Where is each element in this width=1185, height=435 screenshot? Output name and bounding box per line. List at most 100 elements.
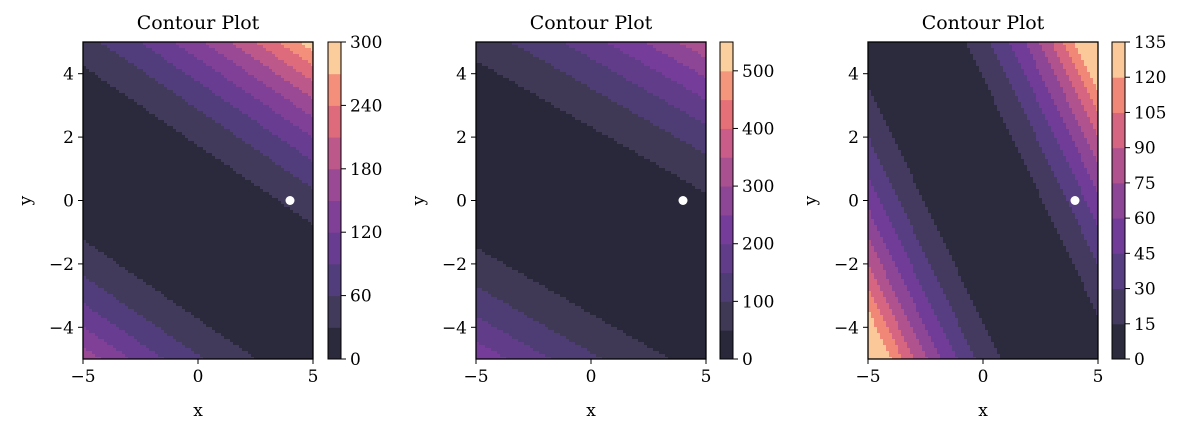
colorbar-band (720, 186, 733, 216)
colorbar-tick-label: 300 (350, 33, 382, 53)
colorbar-band (328, 263, 341, 297)
contour-panel-3: Contour Plot −5 0 5 −4 −2 0 2 4 x y 0 15 30 45 60 75 90 10… (801, 12, 1166, 421)
colorbar-tick-label: 30 (1134, 280, 1156, 300)
colorbar-band (328, 200, 341, 233)
y-tick-label: −2 (49, 255, 74, 275)
colorbar-band (720, 214, 733, 245)
y-tick-label: 4 (456, 65, 467, 85)
x-tick-label: −5 (855, 367, 880, 387)
contour-panel-1: Contour Plot −5 0 5 −4 −2 0 2 4 x y 0 60 120 180 240 300 (16, 12, 382, 421)
x-axis-label: x (978, 401, 988, 421)
y-tick-label: −4 (834, 318, 859, 338)
colorbar-band (328, 295, 341, 328)
chart-title: Contour Plot (137, 12, 260, 34)
marker-point (285, 196, 295, 205)
chart-title: Contour Plot (530, 12, 653, 34)
y-axis-label: y (801, 195, 821, 206)
colorbar-frame (719, 41, 734, 360)
colorbar-band (1112, 218, 1125, 254)
colorbar-tick-label: 15 (1134, 315, 1156, 335)
y-tick-label: −4 (442, 318, 467, 338)
colorbar: 0 60 120 180 240 300 (327, 33, 382, 370)
marker-point (1070, 196, 1080, 205)
x-tick-label: −5 (463, 367, 488, 387)
colorbar-tick-label: 0 (1134, 350, 1145, 370)
colorbar-tick-label: 90 (1134, 139, 1156, 159)
colorbar-band (720, 128, 733, 158)
contour-fill (868, 42, 1098, 359)
colorbar-tick-label: 100 (742, 292, 774, 312)
contour-fill (476, 42, 706, 359)
colorbar-tick-label: 75 (1134, 174, 1156, 194)
colorbar: 0 15 30 45 60 75 90 105 120 135 (1111, 33, 1166, 370)
marker-point (678, 196, 688, 205)
colorbar-band (720, 157, 733, 187)
colorbar-band (1112, 112, 1125, 149)
y-tick-label: 0 (63, 192, 74, 212)
colorbar-band (1112, 42, 1125, 78)
colorbar-tick-label: 105 (1134, 103, 1166, 123)
colorbar-band (720, 272, 733, 302)
y-tick-label: 0 (848, 192, 859, 212)
colorbar-band (328, 73, 341, 106)
colorbar-band (720, 243, 733, 274)
x-tick-label: 5 (1093, 367, 1104, 387)
y-tick-label: −2 (834, 255, 859, 275)
colorbar-band (328, 168, 341, 201)
chart-title: Contour Plot (922, 12, 1045, 34)
colorbar-tick-label: 60 (1134, 209, 1156, 229)
contour-fill (83, 42, 313, 359)
colorbar-band (1112, 323, 1125, 360)
colorbar-tick-label: 60 (350, 287, 372, 307)
colorbar-band (328, 137, 341, 170)
x-axis-label: x (193, 401, 203, 421)
y-tick-label: 2 (848, 128, 859, 148)
colorbar-tick-label: 200 (742, 235, 774, 255)
x-tick-label: 0 (586, 367, 597, 387)
colorbar-frame (327, 41, 342, 360)
colorbar-tick-label: 0 (350, 350, 361, 370)
colorbar: 0 100 200 300 400 500 (719, 41, 774, 370)
colorbar-band (720, 42, 733, 72)
colorbar-tick-label: 135 (1134, 33, 1166, 53)
x-tick-label: 0 (978, 367, 989, 387)
colorbar-tick-label: 240 (350, 96, 382, 116)
y-axis-label: y (409, 195, 429, 206)
colorbar-band (720, 99, 733, 129)
colorbar-band (1112, 253, 1125, 290)
colorbar-band (328, 105, 341, 138)
colorbar-band (720, 330, 733, 360)
y-tick-label: 2 (63, 128, 74, 148)
colorbar-tick-label: 180 (350, 160, 382, 180)
colorbar-tick-label: 300 (742, 177, 774, 197)
colorbar-tick-label: 120 (1134, 68, 1166, 88)
x-tick-label: 0 (193, 367, 204, 387)
colorbar-tick-label: 500 (742, 62, 774, 82)
colorbar-band (1112, 182, 1125, 219)
y-axis-label: y (16, 195, 36, 206)
y-tick-label: 2 (456, 128, 467, 148)
y-tick-label: 4 (63, 65, 74, 85)
y-tick-label: −2 (442, 255, 467, 275)
colorbar-band (1112, 147, 1125, 184)
colorbar-tick-label: 120 (350, 223, 382, 243)
x-tick-label: 5 (701, 367, 712, 387)
colorbar-band (328, 232, 341, 265)
y-tick-label: −4 (49, 318, 74, 338)
x-tick-label: 5 (308, 367, 319, 387)
colorbar-frame (1111, 41, 1126, 360)
y-tick-label: 0 (456, 192, 467, 212)
colorbar-tick-label: 0 (742, 350, 753, 370)
colorbar-band (720, 301, 733, 331)
y-tick-label: 4 (848, 65, 859, 85)
colorbar-band (1112, 288, 1125, 325)
colorbar-band (328, 42, 341, 75)
colorbar-tick-label: 45 (1134, 244, 1156, 264)
contour-panel-2: Contour Plot −5 0 5 −4 −2 0 2 4 x y 0 100 200 300 400 50… (409, 12, 774, 421)
colorbar-band (720, 70, 733, 101)
x-tick-label: −5 (70, 367, 95, 387)
colorbar-band (328, 327, 341, 360)
x-axis-label: x (586, 401, 596, 421)
colorbar-tick-label: 400 (742, 119, 774, 139)
